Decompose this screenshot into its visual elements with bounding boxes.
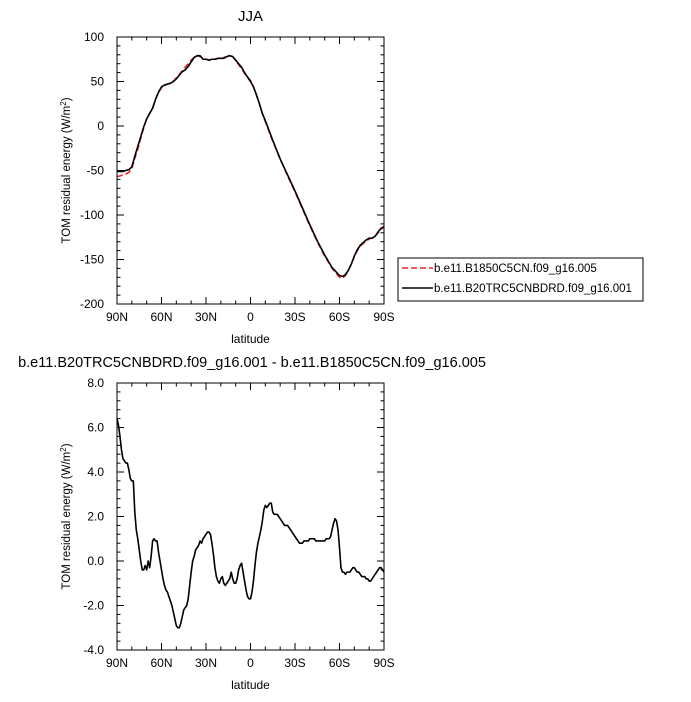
chart-bottom: b.e11.B20TRC5CNBDRD.f09_g16.001 - b.e11.… — [18, 355, 486, 692]
y-tick-label: 4.0 — [87, 465, 104, 479]
x-tick-label: 0 — [247, 656, 254, 670]
y-axis-label-text: TOM residual energy (W/m — [61, 106, 73, 244]
series-line-0 — [116, 54, 385, 279]
y-axis-label: TOM residual energy (W/m2) — [59, 97, 73, 243]
legend-label-1: b.e11.B20TRC5CNBDRD.f09_g16.001 — [434, 283, 632, 295]
y-tick-label: -200 — [80, 297, 104, 311]
x-tick-label: 60S — [329, 310, 350, 324]
y-tick-label: 0.0 — [87, 554, 104, 568]
y-tick-label: 2.0 — [87, 510, 104, 524]
y-tick-label: -100 — [80, 208, 104, 222]
y-tick-label: 50 — [91, 75, 105, 89]
y-axis-label-close: ) — [61, 443, 73, 447]
legend-label-0: b.e11.B1850C5CN.f09_g16.005 — [434, 263, 597, 275]
chart-title: JJA — [238, 8, 263, 25]
x-tick-label: 90N — [106, 656, 128, 670]
x-tick-label: 30N — [195, 310, 217, 324]
y-axis-label-sup: 2 — [59, 101, 68, 106]
y-tick-label: -2.0 — [83, 599, 104, 613]
x-axis-label: latitude — [231, 678, 270, 692]
legend: b.e11.B1850C5CN.f09_g16.005 b.e11.B20TRC5… — [397, 257, 644, 302]
x-tick-label: 30S — [284, 310, 305, 324]
x-tick-label: 60S — [329, 656, 350, 670]
y-axis-label-close: ) — [61, 97, 73, 101]
x-tick-label: 30N — [195, 656, 217, 670]
y-tick-label: -150 — [80, 253, 104, 267]
legend-frame — [397, 257, 644, 302]
chart-title: b.e11.B20TRC5CNBDRD.f09_g16.001 - b.e11.… — [18, 355, 486, 371]
x-tick-label: 90N — [106, 310, 128, 324]
y-tick-label: 0 — [97, 119, 104, 133]
plot-frame — [116, 36, 385, 305]
x-tick-label: 30S — [284, 656, 305, 670]
x-tick-label: 90S — [373, 310, 394, 324]
y-tick-label: 8.0 — [87, 376, 104, 390]
x-axis-label: latitude — [231, 332, 270, 346]
y-tick-label: 100 — [84, 30, 104, 44]
series-line-0 — [116, 418, 385, 629]
y-tick-label: 6.0 — [87, 421, 104, 435]
plot-frame — [116, 382, 385, 651]
x-tick-label: 0 — [247, 310, 254, 324]
y-axis-label-sup: 2 — [59, 447, 68, 452]
x-tick-label: 90S — [373, 656, 394, 670]
y-tick-label: -50 — [87, 164, 105, 178]
x-tick-label: 60N — [150, 310, 172, 324]
chart-top: JJA 90N 60N 30N 0 30S 60S 90S -200 -150 -100 -50 0 50… — [59, 8, 644, 346]
y-axis-label-text: TOM residual energy (W/m — [61, 452, 73, 590]
series-line-1 — [117, 54, 385, 278]
y-axis-label: TOM residual energy (W/m2) — [59, 443, 73, 589]
y-tick-label: -4.0 — [83, 643, 104, 657]
x-tick-label: 60N — [150, 656, 172, 670]
